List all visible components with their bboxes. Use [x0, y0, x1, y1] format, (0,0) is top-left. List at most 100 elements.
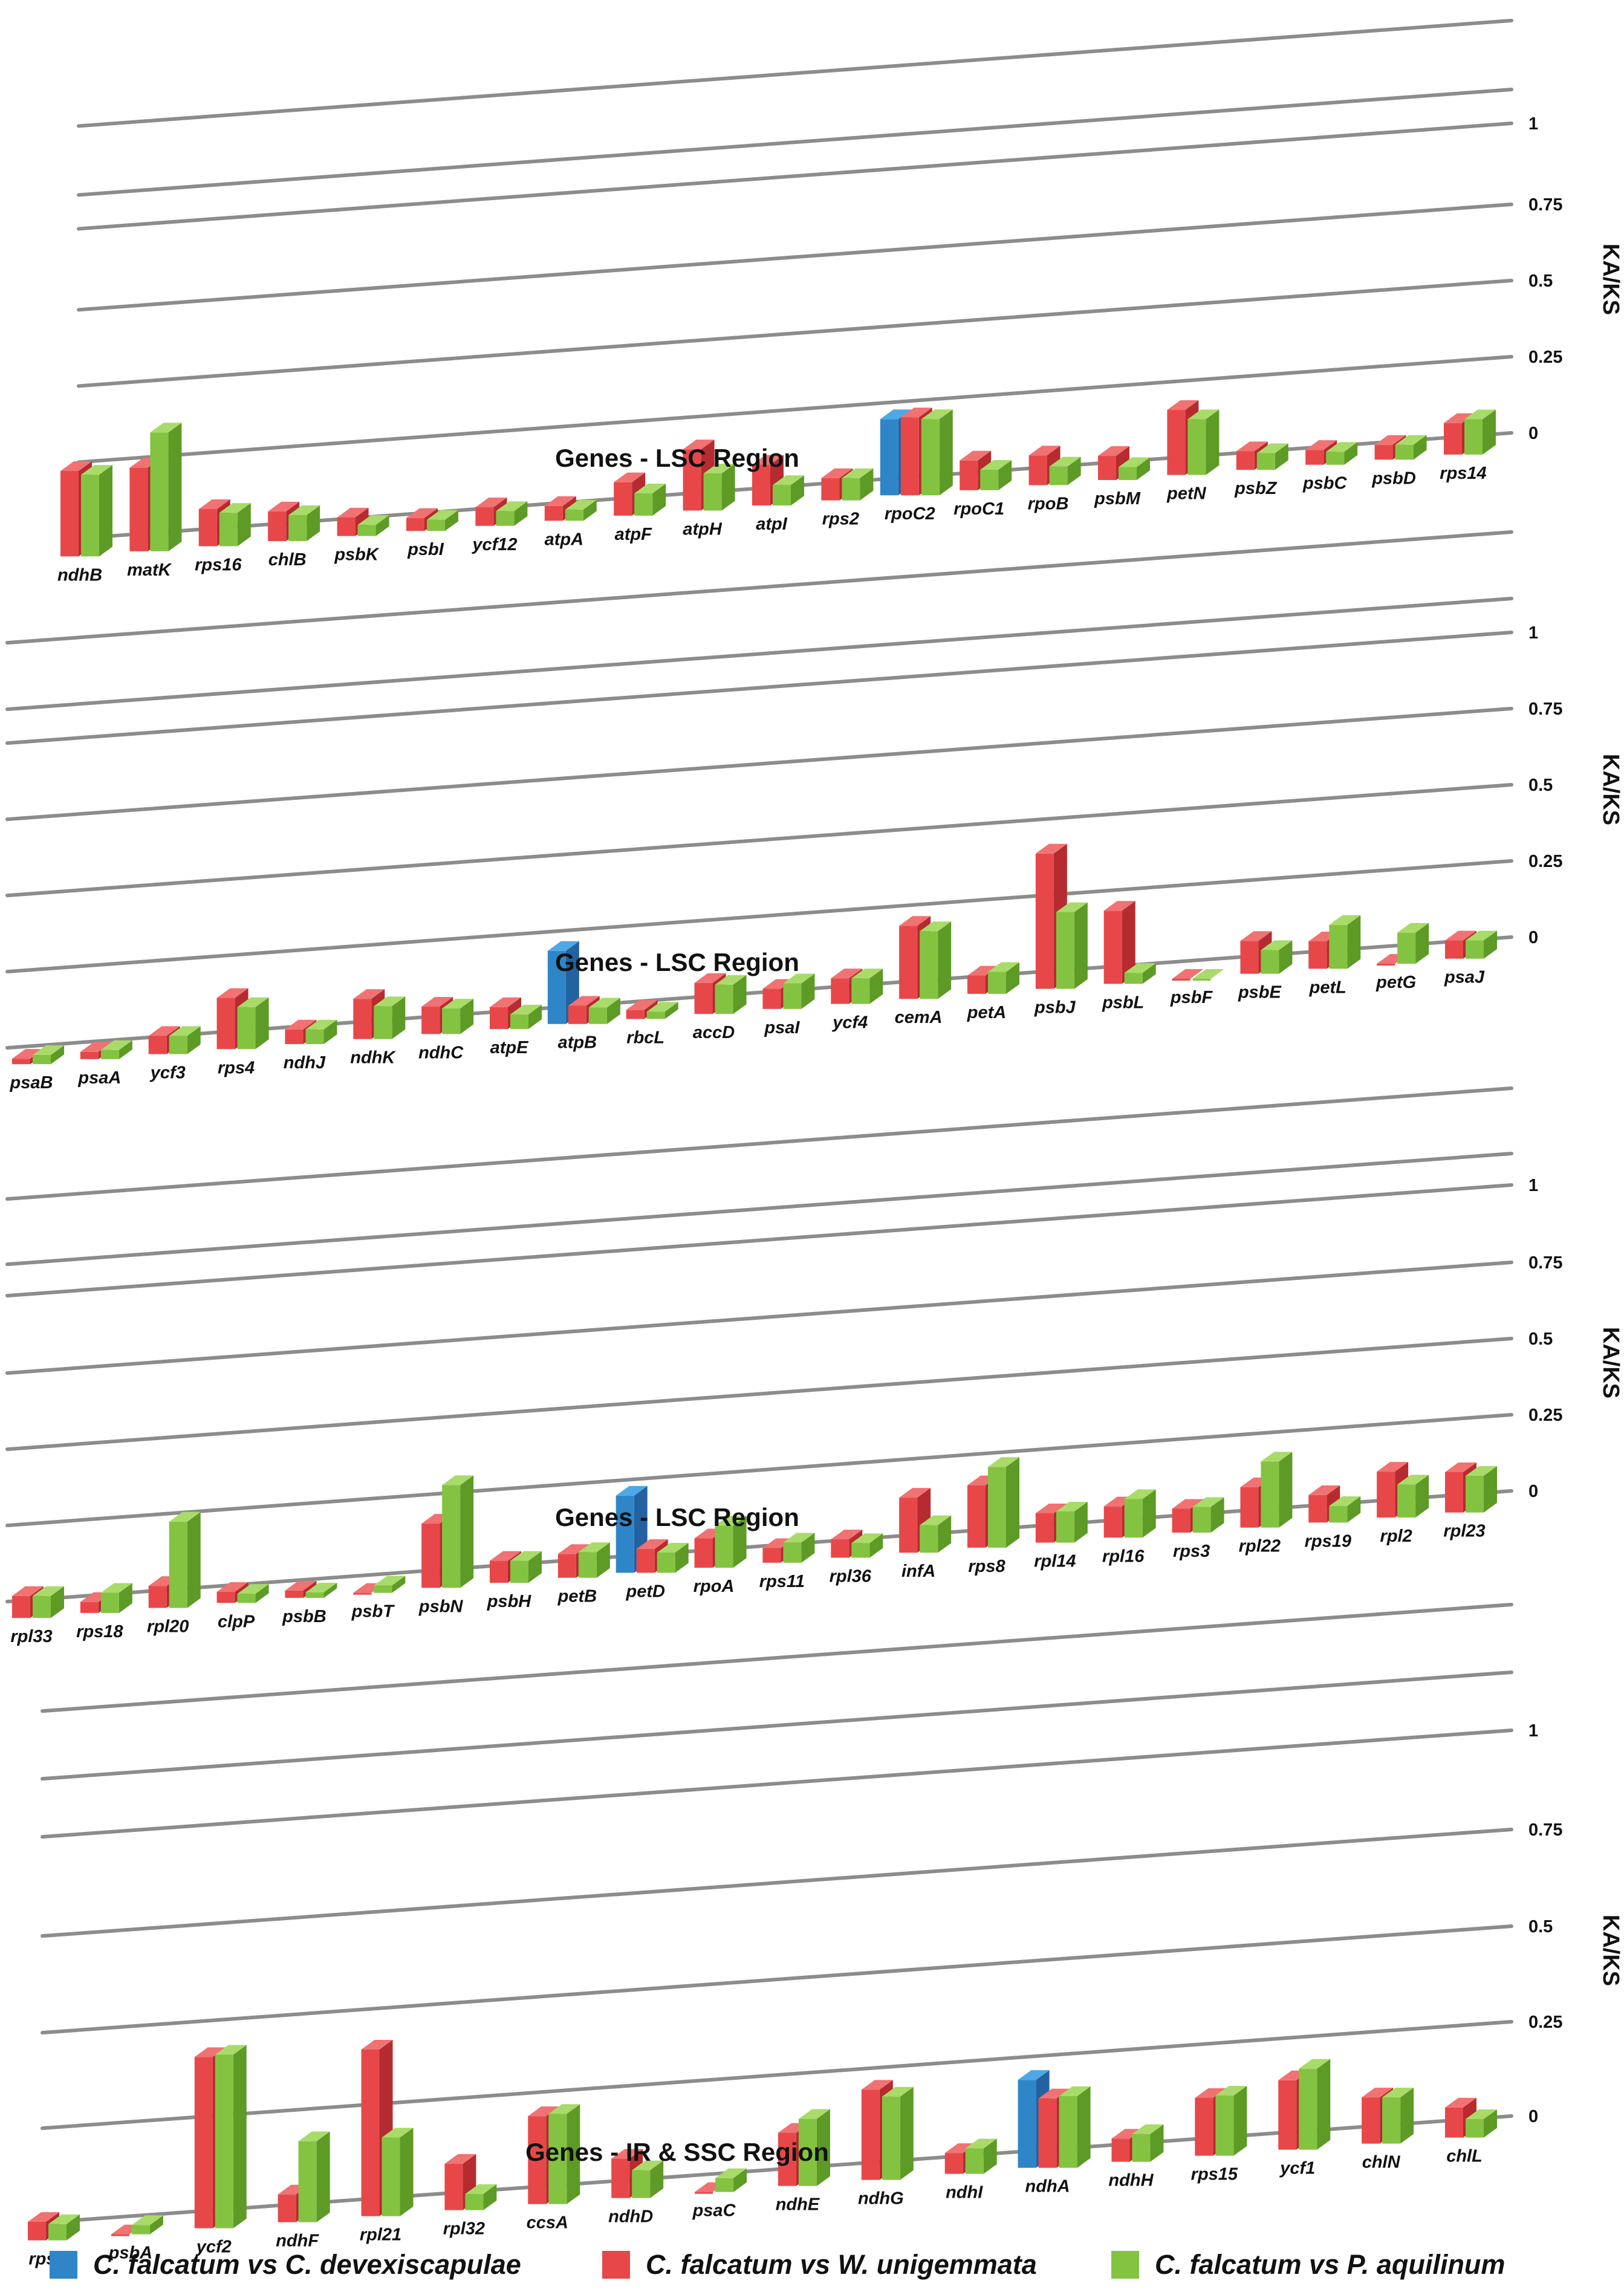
y-axis-label: KA/KS [1598, 1327, 1623, 1398]
bar-red-petA-top [967, 966, 999, 976]
bar-green-infA [920, 1515, 952, 1553]
bar-red-rpl33-top [12, 1586, 44, 1596]
bar-red-rps7-front [28, 2221, 46, 2241]
bar-green-psbE-side [1279, 940, 1293, 974]
bar-red-rpl33-front [12, 1595, 30, 1618]
bar-green-rps11 [783, 1533, 815, 1563]
bar-green-ndhI-front [965, 2148, 984, 2174]
bar-red-atpF-top [614, 472, 646, 482]
bar-green-atpI [773, 475, 804, 506]
bar-green-rpl22 [1261, 1452, 1293, 1528]
bar-red-psbM-front [1098, 456, 1116, 480]
gene-label: psbK [334, 545, 380, 565]
bar-green-petA-side [1006, 962, 1019, 994]
bar-green-rpl23-side [1484, 1466, 1497, 1513]
bar-green-psbH-front [510, 1560, 528, 1583]
bar-green-petB-top [578, 1542, 610, 1553]
gridline [5, 1183, 1513, 1298]
bar-green-atpF [634, 484, 666, 516]
bar-green-rps15-front [1215, 2095, 1234, 2156]
bar-red-rpoB-front [1028, 455, 1047, 485]
bar-green-psbL-front [1124, 973, 1143, 984]
bar-green-rpoA [715, 1516, 747, 1568]
bar-red-rps19-top [1308, 1485, 1340, 1495]
bar-green-infA-top [920, 1515, 952, 1525]
bar-green-psbZ-side [1275, 443, 1288, 470]
bar-green-chlL [1466, 2109, 1497, 2138]
bar-green-rpoC2-top [921, 409, 953, 420]
bar-green-rpl23-front [1466, 1476, 1484, 1513]
gridline [5, 530, 1513, 645]
bar-green-psbK-top [357, 515, 389, 525]
gene-label: rpl23 [1443, 1522, 1485, 1541]
bar-green-ndhH-side [1150, 2124, 1164, 2162]
bar-red-rps16-top [198, 499, 230, 510]
bar-green-rpl33-front [33, 1595, 51, 1618]
bar-green-ndhB-side [99, 465, 112, 557]
bar-green-ndhK [374, 996, 406, 1039]
bar-green-psbA-side [149, 2215, 163, 2235]
gridline [5, 783, 1513, 898]
y-tick-label: 0.25 [1528, 1406, 1562, 1425]
legend: C. falcatum vs C. devexiscapulae C. falc… [0, 2244, 1624, 2287]
bar-green-petG-side [1415, 923, 1429, 964]
bar-red-rps18-front [80, 1602, 99, 1613]
bar-green-rpoA-front [715, 1525, 733, 1568]
bar-red-rps8-front [967, 1485, 986, 1548]
bar-green-rpl36-front [851, 1543, 870, 1558]
bar-green-matK-side [168, 423, 182, 551]
y-tick-label: 1 [1528, 623, 1538, 643]
bar-red-psaC-front [695, 2192, 713, 2194]
bar-green-psaJ-front [1466, 940, 1484, 959]
bar-red-rpl16-front [1103, 1506, 1122, 1538]
bar-green-rps4-side [255, 997, 269, 1050]
bar-green-psbJ [1056, 902, 1088, 989]
bar-red-psbH-front [490, 1560, 508, 1583]
bar-green-ycf3-top [169, 1026, 201, 1036]
bars [28, 2039, 1497, 2241]
bar-green-ycf12-front [496, 511, 515, 526]
bar-green-ycf12 [496, 501, 528, 526]
bar-green-rps4-front [237, 1007, 256, 1050]
bar-green-atpE-front [510, 1014, 528, 1030]
chart-panel-3: 0 0.25 0.5 0.75 1 KA/KS rpl33 rps18 rpl20 clpP psb… [5, 1086, 1623, 1646]
bar-red-atpI-top [752, 455, 784, 465]
bar-red-psbF-top [1172, 969, 1204, 979]
gene-label: ndhJ [284, 1053, 326, 1073]
y-tick-label: 0.75 [1528, 700, 1562, 719]
bar-green-ndhK-front [374, 1006, 392, 1039]
gridline [41, 1670, 1513, 1781]
gridline [41, 1924, 1513, 2035]
gene-label: rpl33 [10, 1627, 52, 1646]
bar-green-rps14-front [1464, 419, 1483, 455]
bar-green-ccsA-front [548, 2114, 567, 2204]
gene-label: atpH [683, 520, 723, 539]
bar-red-chlN-front [1362, 2097, 1380, 2144]
bar-green-rpl21-front [382, 2137, 400, 2216]
bar-green-rps3-front [1192, 1507, 1211, 1533]
bar-green-ccsA-top [548, 2104, 580, 2114]
bar-green-ndhE-side [816, 2109, 830, 2186]
bar-green-atpB-front [588, 1007, 607, 1024]
bar-red-psbM-top [1098, 446, 1129, 456]
bar-red-psbE-top [1240, 931, 1272, 941]
bar-green-rpl32-side [483, 2184, 497, 2210]
bar-green-ycf12-side [514, 501, 528, 526]
bar-green-ndhA-side [1077, 2086, 1091, 2168]
bar-green-rpl32-front [465, 2193, 484, 2210]
bar-green-infA-front [920, 1525, 938, 1553]
bar-green-psbD-top [1395, 435, 1427, 445]
bar-green-ycf12-top [496, 501, 528, 511]
gene-label: rps15 [1191, 2165, 1238, 2184]
bar-red-rps15-front [1195, 2097, 1213, 2156]
bar-green-petN-side [1206, 409, 1220, 475]
gene-label: rpoC1 [953, 499, 1004, 519]
bar-green-rpoB-top [1049, 456, 1081, 467]
bar-green-psbT [374, 1576, 406, 1593]
bar-green-rps2-top [842, 468, 874, 478]
gene-label: rps19 [1305, 1531, 1351, 1551]
bar-green-atpA [565, 499, 597, 521]
bar-red-atpE-top [490, 997, 521, 1007]
